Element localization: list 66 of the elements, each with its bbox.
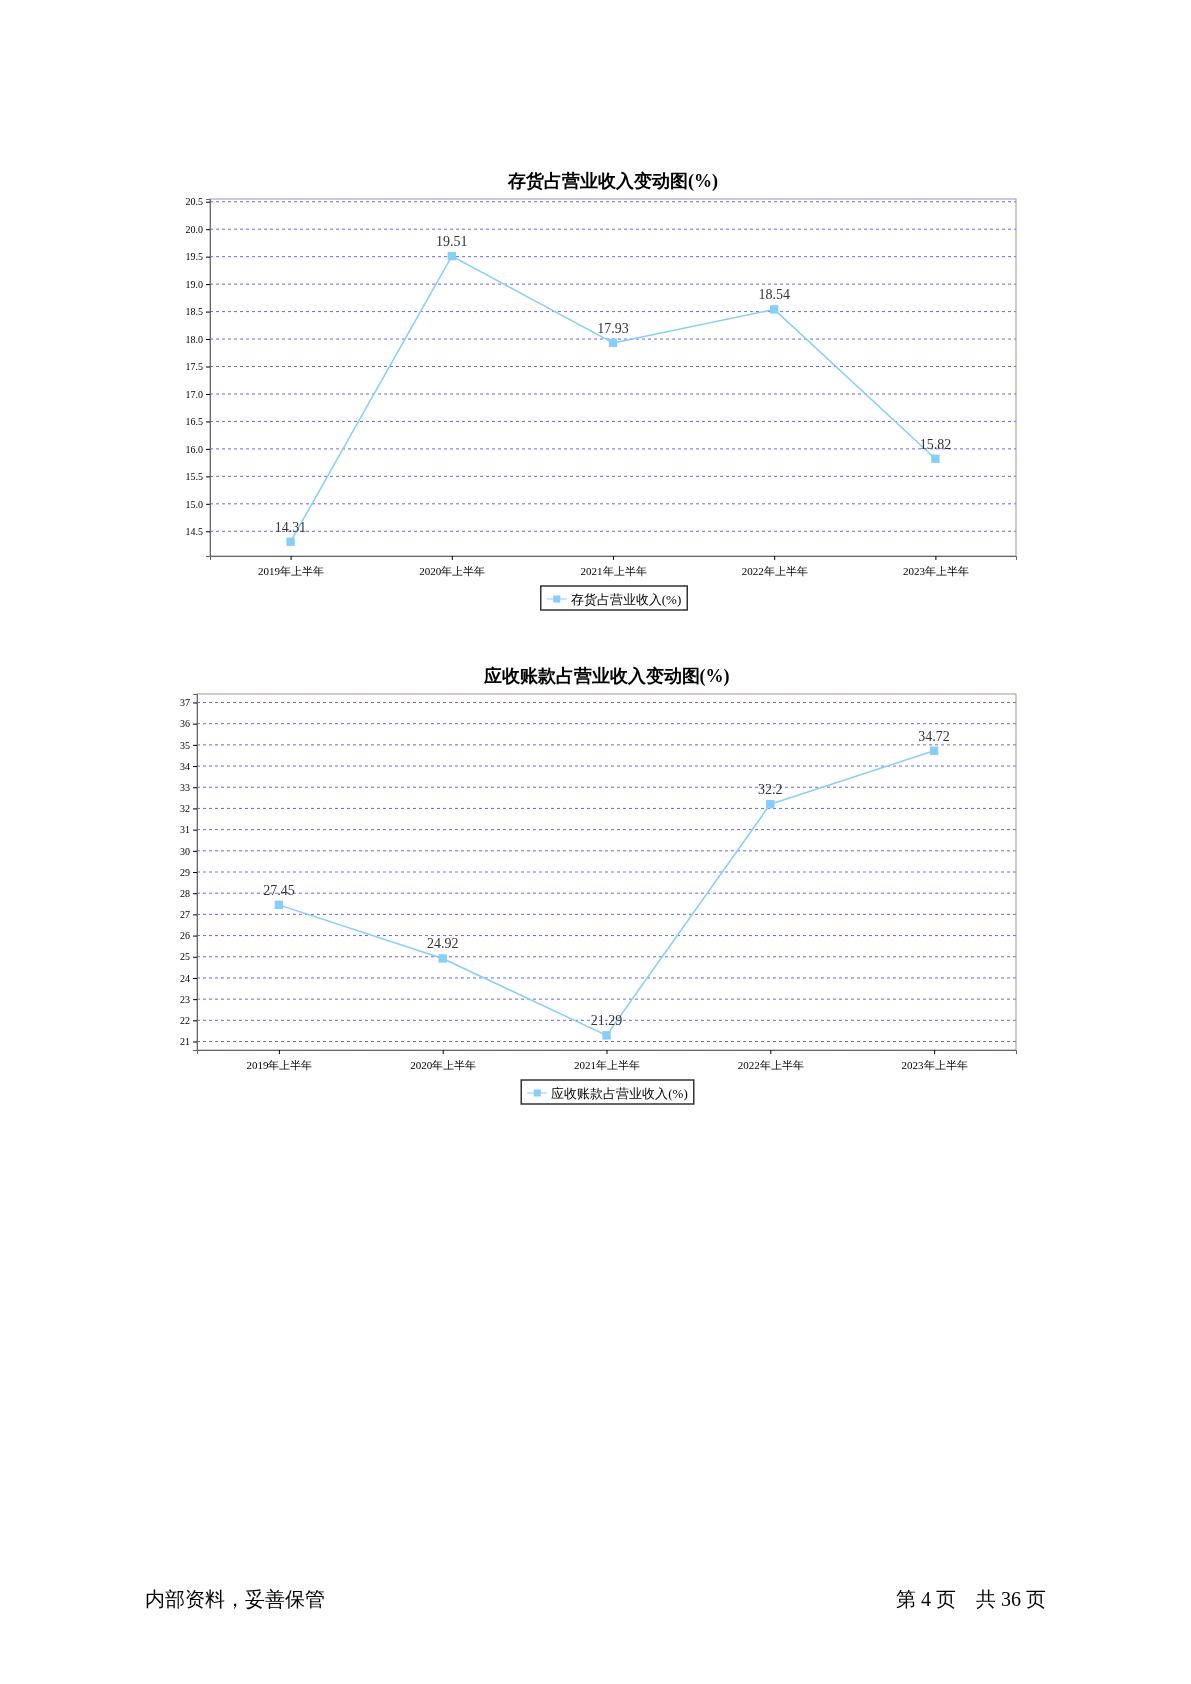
point	[608, 338, 618, 348]
x-tick-label: 2020年上半年	[419, 565, 486, 578]
y-tick-label: 34	[180, 760, 190, 772]
y-tick-label: 15.0	[185, 498, 203, 510]
x-tick-label: 2019年上半年	[258, 565, 325, 578]
y-tick-label: 20.5	[185, 196, 203, 208]
y-tick-label: 33	[180, 781, 190, 793]
point	[602, 1031, 611, 1040]
data-label: 34.72	[918, 728, 950, 744]
y-tick-label: 16.5	[185, 416, 203, 428]
chart-title: 应收账款占营业收入变动图(%)	[482, 666, 730, 687]
y-tick-label: 19.5	[185, 251, 203, 263]
y-tick-label: 30	[180, 845, 190, 857]
y-tick-label: 14.5	[185, 525, 203, 537]
y-tick-label: 27	[180, 909, 190, 921]
x-tick-label: 2020年上半年	[410, 1059, 477, 1072]
y-tick-label: 28	[180, 887, 190, 899]
point	[766, 800, 775, 809]
x-tick-label: 2019年上半年	[246, 1059, 313, 1072]
x-tick-label: 2021年上半年	[580, 565, 647, 578]
data-label: 18.54	[758, 287, 790, 303]
y-tick-label: 21	[180, 1036, 190, 1048]
data-label: 17.93	[597, 320, 629, 336]
data-label: 32.2	[758, 782, 783, 798]
y-tick-label: 15.5	[185, 471, 203, 483]
point	[286, 537, 295, 546]
x-tick-label: 2021年上半年	[574, 1059, 640, 1072]
legend-label: 应收账款占营业收入(%)	[551, 1086, 688, 1101]
point	[438, 954, 447, 963]
y-tick-label: 35	[180, 739, 190, 751]
y-tick-label: 29	[180, 866, 190, 878]
legend-label: 存货占营业收入(%)	[570, 592, 682, 607]
point	[931, 454, 940, 463]
point	[447, 251, 456, 261]
x-tick-label: 2022年上半年	[741, 565, 808, 578]
point	[770, 305, 779, 314]
y-tick-label: 24	[180, 972, 190, 984]
y-tick-label: 17.5	[185, 361, 203, 373]
y-tick-label: 19.0	[185, 278, 203, 290]
y-tick-label: 36	[180, 718, 190, 730]
y-tick-label: 17.0	[185, 388, 203, 400]
text: 内部资料，妥善保管	[145, 1588, 325, 1610]
y-tick-label: 22	[180, 1015, 190, 1027]
data-label: 14.31	[274, 519, 307, 535]
y-tick-label: 18.5	[185, 306, 203, 318]
x-tick-label: 2023年上半年	[901, 1059, 968, 1072]
point	[274, 900, 284, 910]
y-tick-label: 23	[180, 993, 190, 1005]
y-tick-label: 32	[180, 803, 190, 815]
y-tick-label: 16.0	[185, 443, 203, 455]
text: 第 4 页 共 36 页	[896, 1588, 1046, 1610]
chart-title: 存货占营业收入变动图(%)	[507, 171, 718, 192]
data-label: 24.92	[426, 936, 459, 952]
data-label: 21.29	[590, 1013, 623, 1029]
y-tick-label: 18.0	[185, 333, 203, 345]
data-label: 15.82	[919, 436, 952, 452]
y-tick-label: 25	[180, 951, 190, 963]
y-tick-label: 20.0	[185, 223, 203, 235]
point	[929, 746, 939, 755]
data-label: 27.45	[263, 882, 295, 898]
y-tick-label: 37	[180, 697, 190, 709]
x-tick-label: 2022年上半年	[737, 1059, 804, 1072]
y-tick-label: 26	[180, 930, 190, 942]
data-label: 19.51	[436, 234, 468, 250]
x-tick-label: 2023年上半年	[902, 565, 969, 578]
y-tick-label: 31	[180, 824, 190, 836]
